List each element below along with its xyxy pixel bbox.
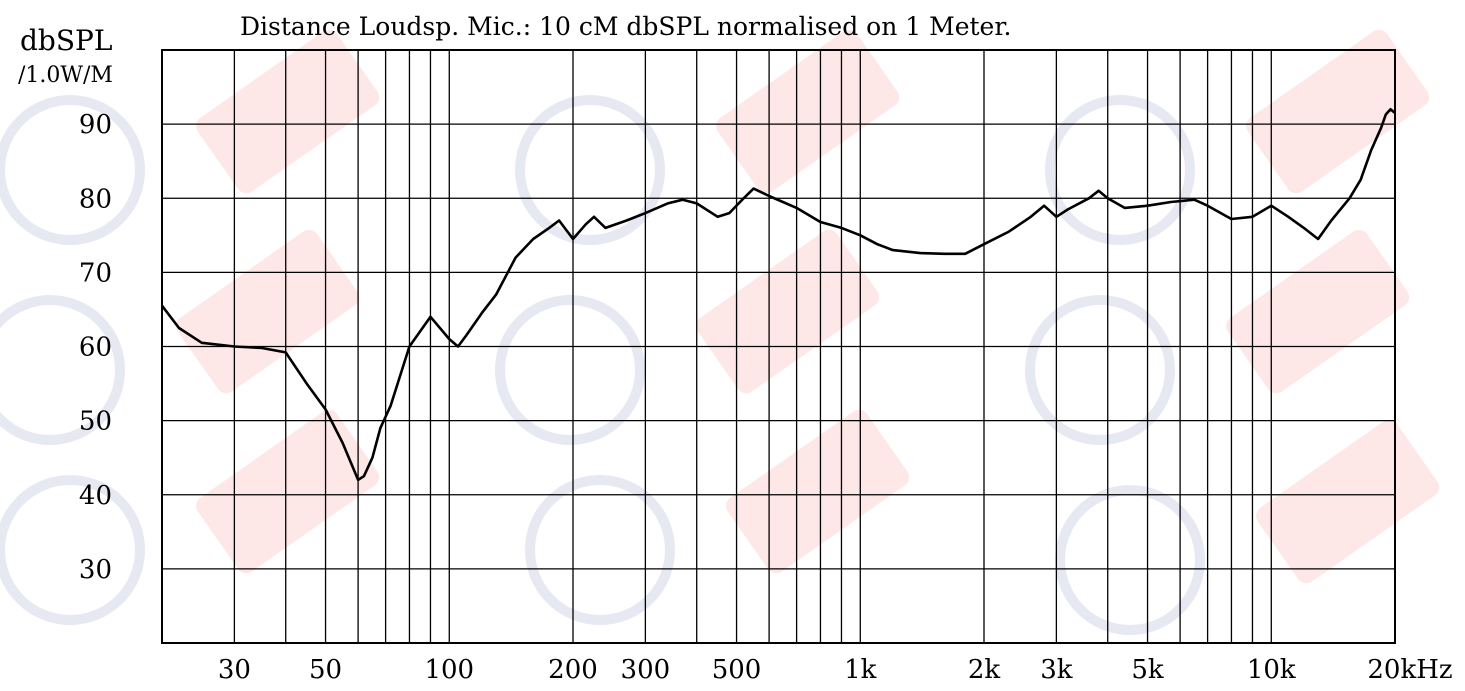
x-tick-label: 200	[548, 655, 598, 685]
response-curve-layer	[160, 108, 1396, 482]
plot-frame	[161, 49, 1396, 644]
watermark-logo	[716, 29, 900, 194]
axis-labels: 30 50 100 200 300 500 1k 2k 3k 5k 10k 20kHz 30 40 50 60…	[79, 110, 1453, 685]
x-tick-label: 100	[424, 655, 474, 685]
x-tick-label: 300	[621, 655, 671, 685]
y-axis-unit-label: /1.0W/M	[18, 63, 113, 88]
x-tick-label: 2k	[968, 655, 1001, 685]
watermark-logo	[726, 409, 910, 574]
y-tick-label: 40	[79, 481, 112, 511]
y-tick-label: 60	[79, 333, 112, 363]
y-tick-label: 90	[79, 110, 112, 140]
watermark-logo	[696, 229, 880, 394]
y-tick-label: 30	[79, 555, 112, 585]
watermark-logo	[176, 229, 360, 394]
watermark-logo	[1246, 29, 1430, 194]
watermark-emblem	[495, 295, 645, 445]
x-tick-label: 20kHz	[1367, 655, 1452, 685]
watermark-emblem	[0, 295, 125, 445]
x-tick-label: 5k	[1131, 655, 1164, 685]
watermark-emblem	[1055, 485, 1205, 635]
watermark-emblem	[0, 95, 145, 245]
watermark-emblem	[0, 475, 145, 625]
watermark-logo	[1256, 419, 1440, 584]
grid-lines	[162, 50, 1395, 643]
watermark-emblem	[515, 95, 665, 245]
watermark-emblem	[1025, 295, 1175, 445]
y-tick-label: 70	[79, 258, 112, 288]
watermark-layer	[0, 29, 1440, 635]
y-tick-label: 80	[79, 184, 112, 214]
x-tick-label: 3k	[1040, 655, 1073, 685]
y-tick-label: 50	[79, 407, 112, 437]
x-tick-label: 30	[218, 655, 251, 685]
watermark-logo	[196, 29, 380, 194]
watermark-emblem	[1045, 95, 1195, 245]
watermark-logo	[196, 409, 380, 574]
chart-title: Distance Loudsp. Mic.: 10 cM dbSPL norma…	[240, 12, 1011, 41]
y-axis-label: dbSPL	[20, 24, 112, 57]
watermark-emblem	[525, 475, 675, 625]
response-curve	[160, 108, 1396, 482]
x-tick-label: 1k	[844, 655, 877, 685]
x-tick-label: 500	[712, 655, 762, 685]
x-tick-label: 50	[309, 655, 342, 685]
x-tick-label: 10k	[1247, 655, 1296, 685]
